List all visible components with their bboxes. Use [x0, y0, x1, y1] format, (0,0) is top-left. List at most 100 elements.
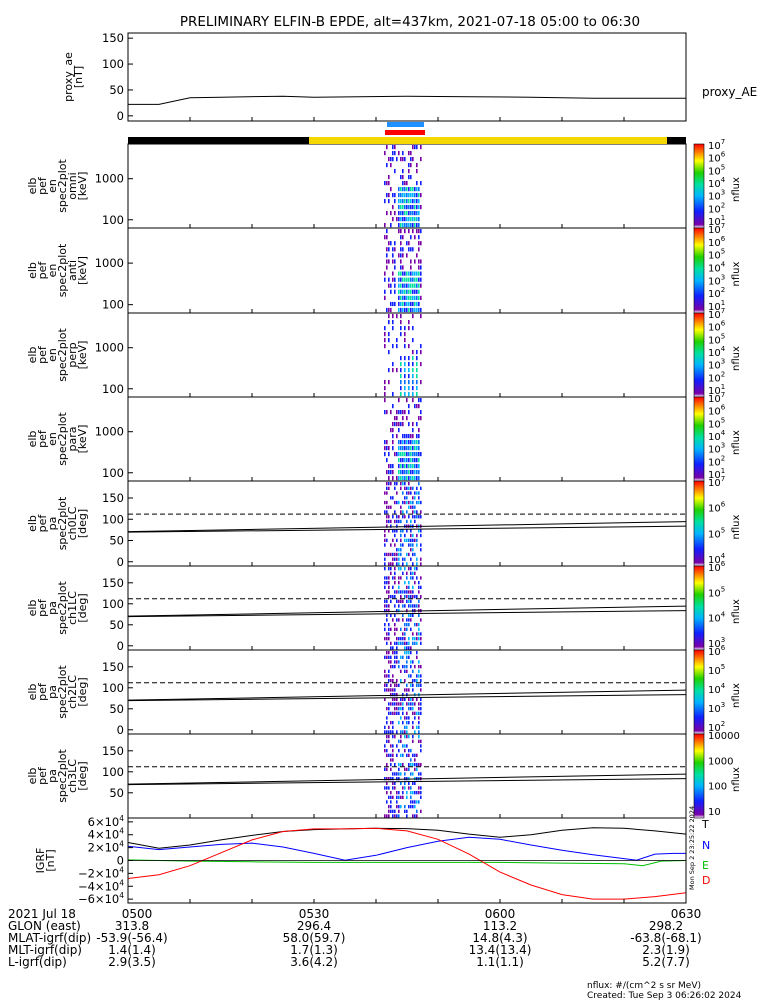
- spectrogram-cell: [392, 470, 394, 475]
- spectrogram-cell: [410, 604, 412, 608]
- spectrogram-cell: [404, 688, 406, 692]
- spectrogram-cell: [384, 623, 386, 627]
- spectrogram-cell: [408, 169, 410, 174]
- spectrogram-cell: [420, 576, 422, 580]
- spectrogram-cell: [408, 604, 410, 608]
- spectrogram-cell: [412, 350, 414, 355]
- spectrogram-cell: [386, 500, 388, 505]
- spectrogram-cell: [420, 283, 422, 288]
- spectrogram-cell: [416, 637, 418, 641]
- spectrogram-cell: [408, 637, 410, 641]
- spectrogram-cell: [404, 386, 406, 391]
- spectrogram-cell: [406, 669, 408, 673]
- spectrogram-cell: [412, 632, 414, 636]
- y-label-line: spec2plot: [56, 496, 69, 550]
- spectrogram-cell: [386, 581, 388, 585]
- spectrogram-cell: [388, 669, 390, 673]
- spectrogram-cell: [400, 739, 402, 743]
- spectrogram-cell: [414, 145, 416, 150]
- spectrogram-cell: [420, 697, 422, 701]
- spectrogram-cell: [420, 350, 422, 355]
- spectrogram-cell: [410, 283, 412, 288]
- spectrogram-cell: [412, 781, 414, 785]
- spectrogram-cell: [412, 157, 414, 162]
- spectrogram-cell: [402, 440, 404, 445]
- colorbar-tick-exponent: 4: [721, 611, 726, 619]
- spectrogram-cell: [418, 217, 420, 222]
- spectrogram-cell: [390, 187, 392, 192]
- spectrogram-cell: [412, 440, 414, 445]
- y-tick-exponent: 4: [119, 865, 124, 874]
- y-label-line: [keV]: [76, 256, 89, 285]
- spectrogram-cell: [410, 683, 412, 687]
- spectrogram-cell: [410, 538, 412, 542]
- spectrogram-cell: [412, 735, 414, 739]
- colorbar-tick-exponent: 2: [721, 720, 725, 728]
- spectrogram-cell: [418, 205, 420, 210]
- spectrogram-cell: [416, 641, 418, 645]
- panel-spec-pa-ch0LC: 104105106107nflux050100150elbpefpaspec2p…: [26, 475, 742, 569]
- spectrogram-cell: [398, 814, 400, 818]
- spectrogram-cell: [388, 175, 390, 180]
- spectrogram-cell: [416, 562, 418, 566]
- spectrogram-cell: [410, 223, 412, 228]
- spectrogram-cell: [408, 271, 410, 276]
- colorbar-tick-label: 107: [708, 475, 725, 489]
- spectrogram-cell: [418, 247, 420, 252]
- spectrogram-cell: [406, 510, 408, 514]
- spectrogram-cell: [414, 716, 416, 720]
- spectrogram-cell: [400, 259, 402, 264]
- y-label-line: en: [46, 179, 59, 193]
- spectrogram-cell: [396, 683, 398, 687]
- spectrogram-cell: [410, 458, 412, 463]
- y-label-line: elb: [26, 684, 39, 701]
- spectrogram-cell: [390, 702, 392, 706]
- spectrogram-cell: [394, 763, 396, 767]
- spectrogram-cell: [404, 181, 406, 186]
- spectrogram-cell: [400, 277, 402, 282]
- spectrogram-cell: [416, 374, 418, 379]
- spectrogram-cell: [392, 314, 394, 319]
- spectrogram-cell: [384, 604, 386, 608]
- spectrogram-cell: [412, 362, 414, 367]
- spectrogram-cell: [408, 618, 410, 622]
- spectrogram-cell: [412, 486, 414, 490]
- spectrogram-cell: [398, 519, 400, 524]
- colorbar-tick-exponent: 6: [721, 404, 726, 412]
- spectrogram-cell: [394, 510, 396, 514]
- spectrogram-cell: [388, 702, 390, 706]
- spectrogram-cell: [404, 496, 406, 500]
- spectrogram-cell: [384, 295, 386, 300]
- spectrogram-cell: [392, 157, 394, 162]
- spectrogram-cell: [394, 613, 396, 617]
- y-label-line: pa: [46, 769, 59, 783]
- spectrogram-cell: [394, 519, 396, 524]
- spectrogram-cell: [404, 187, 406, 192]
- spectrogram-cell: [392, 392, 394, 397]
- spectrogram-cell: [390, 805, 392, 809]
- spectrogram-cell: [402, 730, 404, 734]
- spectrogram-cell: [418, 599, 420, 603]
- spectrogram-cell: [408, 735, 410, 739]
- ephemeris-value: 313.8: [115, 919, 149, 933]
- colorbar-tick-exponent: 3: [721, 189, 725, 197]
- spectrogram-cell: [384, 637, 386, 641]
- panel-frame: [127, 143, 687, 229]
- spectrogram-cell: [408, 470, 410, 475]
- spectrogram-cells: [384, 398, 422, 481]
- spectrogram-cell: [406, 307, 408, 313]
- spectrogram-cell: [396, 562, 398, 566]
- spectrogram-cell: [410, 470, 412, 475]
- spectrogram-cell: [398, 767, 400, 771]
- spectrogram-cell: [388, 688, 390, 692]
- spectrogram-cell: [416, 223, 418, 228]
- spectrogram-cell: [410, 533, 412, 538]
- spectrogram-cell: [412, 641, 414, 645]
- spectrogram-cell: [418, 735, 420, 739]
- spectrogram-cell: [418, 637, 420, 641]
- spectrogram-cell: [406, 562, 408, 566]
- spectrogram-cell: [386, 440, 388, 445]
- spectrogram-cell: [402, 753, 404, 757]
- anti-loss-cone-line: [127, 525, 687, 533]
